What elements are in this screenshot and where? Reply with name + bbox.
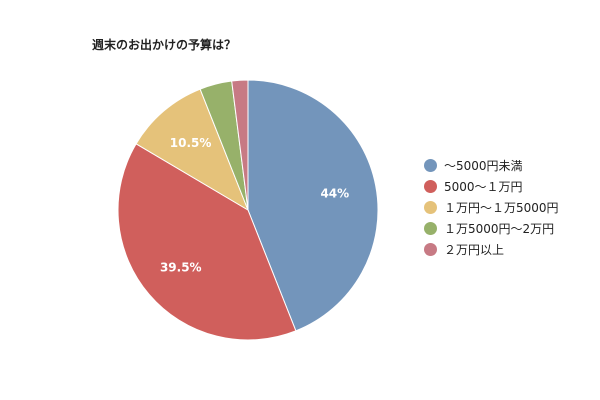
pie-slice[interactable] [231, 79, 249, 211]
legend-dot [424, 201, 437, 214]
legend-dot [424, 243, 437, 256]
legend-item[interactable]: ２万円以上 [424, 239, 559, 260]
legend-label: ～5000円未満 [444, 159, 523, 173]
pie-slice[interactable] [247, 79, 379, 332]
legend-dot [424, 159, 437, 172]
legend-item[interactable]: 5000～１万円 [424, 176, 559, 197]
pie-slice[interactable] [135, 88, 250, 212]
legend-dot [424, 222, 437, 235]
legend-label: １万5000円～2万円 [444, 222, 555, 236]
legend-dot [424, 180, 437, 193]
legend-item[interactable]: ～5000円未満 [424, 155, 559, 176]
slice-data-label: 39.5% [160, 260, 202, 274]
legend-item[interactable]: １万円～１万5000円 [424, 197, 559, 218]
legend: ～5000円未満 5000～１万円 １万円～１万5000円 １万5000円～2万… [424, 155, 559, 260]
legend-item[interactable]: １万5000円～2万円 [424, 218, 559, 239]
legend-label: 5000～１万円 [444, 180, 523, 194]
slice-data-label: 10.5% [170, 136, 212, 150]
slice-data-label: 44% [320, 186, 349, 200]
chart-title: 週末のお出かけの予算は？ [92, 38, 237, 52]
legend-label: ２万円以上 [444, 243, 505, 257]
pie-slice[interactable] [117, 143, 297, 341]
legend-label: １万円～１万5000円 [444, 201, 559, 215]
